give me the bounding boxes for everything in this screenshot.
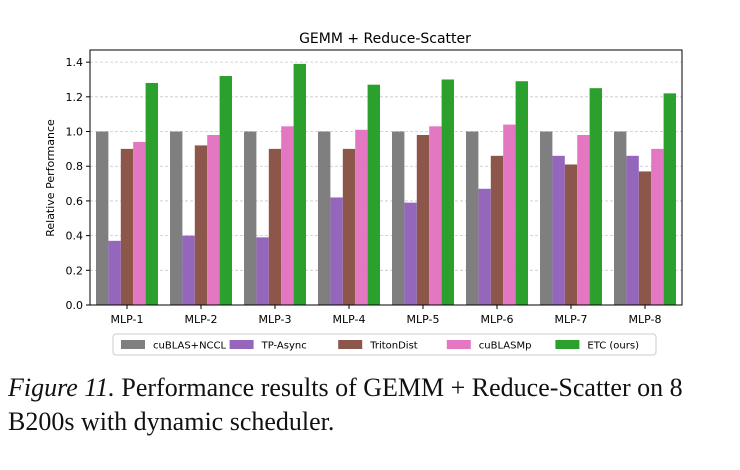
legend-label: ETC (ours) [587, 341, 639, 352]
caption-text: Performance results of GEMM + Reduce-Sca… [8, 373, 683, 436]
x-tick-label: MLP-7 [555, 313, 588, 326]
y-tick-label: 0.8 [66, 160, 84, 173]
bar-cublas-nccl-mlp-5 [392, 131, 405, 305]
legend-swatch [338, 340, 363, 349]
bar-etc-ours--mlp-7 [589, 88, 602, 305]
x-tick-label: MLP-4 [333, 313, 366, 326]
chart-title: GEMM + Reduce-Scatter [299, 31, 471, 47]
bar-tp-async-mlp-8 [626, 155, 639, 305]
bar-tritondist-mlp-4 [342, 148, 356, 305]
legend-label: cuBLASMp [479, 341, 532, 352]
bar-etc-ours--mlp-8 [663, 93, 676, 306]
bar-tritondist-mlp-6 [490, 155, 504, 305]
figure-caption: Figure 11. Performance results of GEMM +… [8, 371, 734, 439]
bar-tp-async-mlp-1 [108, 240, 121, 305]
bar-etc-ours--mlp-6 [515, 81, 528, 305]
bar-etc-ours--mlp-3 [293, 63, 306, 306]
legend-swatch [555, 340, 580, 349]
caption-label: Figure 11. [8, 373, 115, 402]
legend-swatch [229, 340, 254, 349]
bar-tp-async-mlp-7 [552, 155, 565, 305]
x-tick-label: MLP-2 [185, 313, 218, 326]
bar-etc-ours--mlp-2 [219, 76, 232, 305]
x-tick-label: MLP-5 [407, 313, 440, 326]
legend-box [112, 333, 657, 356]
bar-cublasmp-mlp-5 [429, 126, 442, 305]
legend-label: TP-Async [261, 341, 307, 352]
y-tick-label: 0.4 [66, 230, 84, 243]
bar-cublasmp-mlp-1 [133, 141, 146, 305]
bar-tritondist-mlp-5 [416, 135, 430, 305]
bar-tritondist-mlp-2 [194, 145, 208, 305]
legend-swatch [121, 340, 145, 349]
bar-tritondist-mlp-8 [638, 171, 652, 305]
x-tick-label: MLP-3 [259, 313, 292, 326]
bar-chart: 0.0 0.2 0.4 0.6 0.8 1.0 1.2 1.4 MLP-1 MLP-2 MLP-3 M… [44, 31, 683, 356]
bar-cublas-nccl-mlp-1 [96, 131, 109, 305]
x-tick-label: MLP-1 [111, 313, 144, 326]
bar-etc-ours--mlp-4 [367, 84, 380, 305]
bar-cublas-nccl-mlp-6 [466, 131, 479, 305]
y-tick-label: 1.2 [66, 91, 84, 104]
y-tick-label: 1.4 [66, 56, 84, 69]
x-tick-label: MLP-8 [629, 313, 662, 326]
bar-tp-async-mlp-5 [404, 202, 417, 305]
bar-tp-async-mlp-2 [182, 235, 195, 305]
bar-cublasmp-mlp-4 [355, 129, 368, 305]
x-tick-label: MLP-6 [481, 313, 514, 326]
bar-etc-ours--mlp-1 [145, 82, 158, 305]
bar-cublasmp-mlp-8 [651, 148, 664, 305]
bar-cublasmp-mlp-2 [207, 135, 220, 305]
bar-cublasmp-mlp-7 [577, 135, 590, 305]
legend-label: cuBLAS+NCCL [153, 341, 227, 352]
bar-tp-async-mlp-3 [256, 237, 269, 305]
y-tick-label: 1.0 [66, 126, 84, 139]
y-axis-label: Relative Performance [44, 119, 57, 237]
y-tick-label: 0.0 [66, 299, 84, 312]
legend-swatch [446, 340, 471, 349]
bar-cublas-nccl-mlp-4 [318, 131, 331, 305]
bar-tp-async-mlp-6 [478, 188, 491, 305]
bar-tritondist-mlp-1 [120, 148, 134, 305]
bar-cublas-nccl-mlp-7 [540, 131, 553, 305]
y-tick-label: 0.2 [66, 264, 84, 277]
plot-frame [89, 49, 683, 306]
bar-tritondist-mlp-3 [268, 148, 282, 305]
bar-cublas-nccl-mlp-8 [614, 131, 627, 305]
bar-tp-async-mlp-4 [330, 197, 343, 305]
bar-cublasmp-mlp-6 [503, 124, 516, 306]
bar-tritondist-mlp-7 [564, 164, 578, 305]
legend-label: TritonDist [369, 341, 418, 352]
bar-cublas-nccl-mlp-3 [244, 131, 257, 305]
y-tick-label: 0.6 [66, 195, 84, 208]
bar-cublasmp-mlp-3 [281, 126, 294, 305]
bar-cublas-nccl-mlp-2 [170, 131, 183, 305]
bar-etc-ours--mlp-5 [441, 79, 454, 305]
